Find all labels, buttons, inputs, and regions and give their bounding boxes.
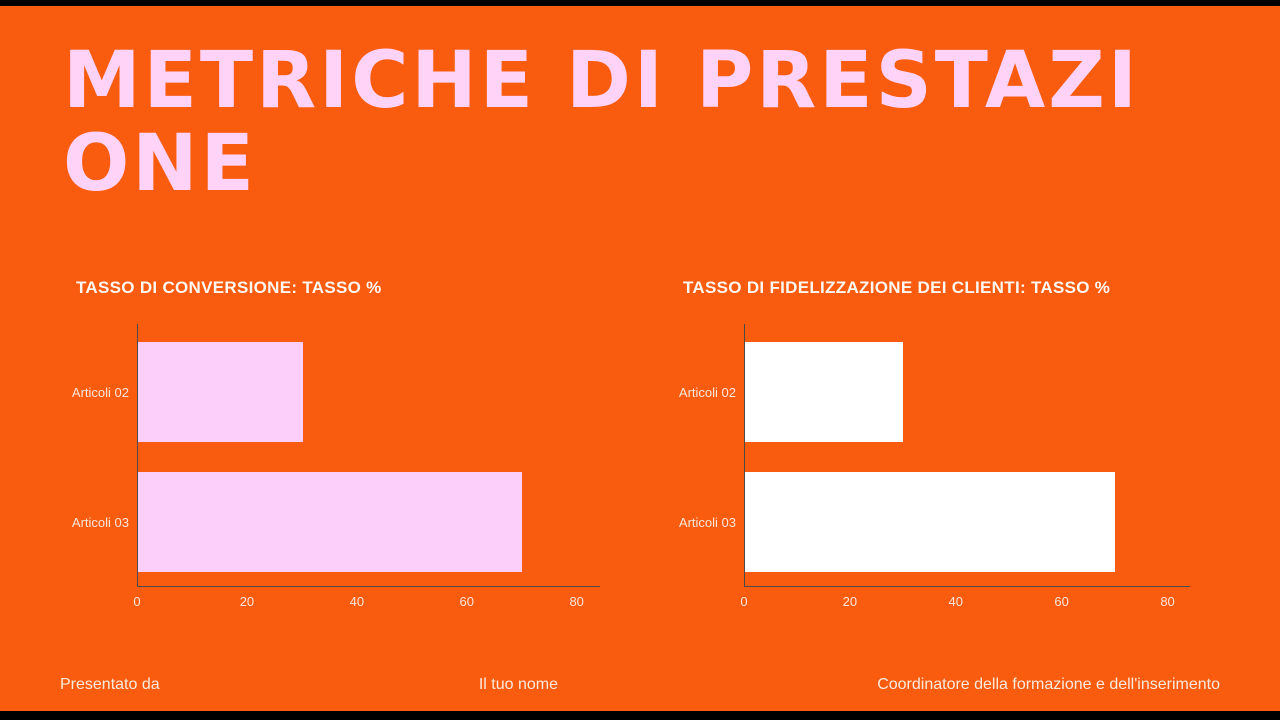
bar	[138, 342, 303, 442]
x-tick-label: 20	[842, 594, 858, 609]
x-tick-label: 20	[239, 594, 255, 609]
category-label: Articoli 02	[71, 384, 129, 400]
plot	[744, 324, 1190, 587]
x-axis-tick-labels: 0 20 40 60 80	[133, 587, 600, 611]
chart-plot-area: Articoli 02 Articoli 03	[672, 324, 1190, 587]
x-tick-label: 60	[1054, 594, 1069, 609]
bar	[745, 342, 904, 442]
x-tick-label: 60	[459, 594, 474, 609]
footer: Presentato da Il tuo nome Coordinatore d…	[0, 676, 1280, 694]
x-tick-label: 80	[1160, 594, 1175, 609]
top-letterbox-bar	[0, 0, 1280, 6]
plot	[137, 324, 600, 587]
footer-role: Coordinatore della formazione e dell'ins…	[877, 676, 1220, 693]
x-tick-label: 40	[948, 594, 963, 609]
x-tick-label: 80	[569, 594, 584, 609]
category-label: Articoli 03	[678, 514, 736, 530]
bar	[138, 472, 522, 572]
retention-rate-chart: TASSO DI FIDELIZZAZIONE DEI CLIENTI: TAS…	[640, 278, 1280, 611]
category-label: Articoli 03	[71, 514, 129, 530]
y-axis-labels: Articoli 02 Articoli 03	[672, 324, 744, 587]
bar	[745, 472, 1115, 572]
slide-title: METRICHE DI PRESTAZIONE	[63, 36, 1140, 209]
footer-name: Il tuo nome	[478, 676, 558, 693]
charts-section: TASSO DI CONVERSIONE: TASSO % Articoli 0…	[0, 278, 1280, 611]
x-tick-label: 0	[740, 594, 748, 609]
x-tick-label: 0	[133, 594, 141, 609]
x-tick-label: 40	[349, 594, 365, 609]
footer-presented-by: Presentato da	[60, 676, 160, 693]
x-axis-tick-labels: 0 20 40 60 80	[740, 587, 1190, 611]
chart-title-conversion: TASSO DI CONVERSIONE: TASSO %	[76, 278, 382, 297]
chart-title-retention: TASSO DI FIDELIZZAZIONE DEI CLIENTI: TAS…	[683, 278, 1111, 297]
chart-plot-area: Articoli 02 Articoli 03	[65, 324, 600, 587]
bottom-letterbox-bar	[0, 711, 1280, 720]
category-label: Articoli 02	[678, 384, 736, 400]
conversion-rate-chart: TASSO DI CONVERSIONE: TASSO % Articoli 0…	[0, 278, 640, 611]
y-axis-labels: Articoli 02 Articoli 03	[65, 324, 137, 587]
